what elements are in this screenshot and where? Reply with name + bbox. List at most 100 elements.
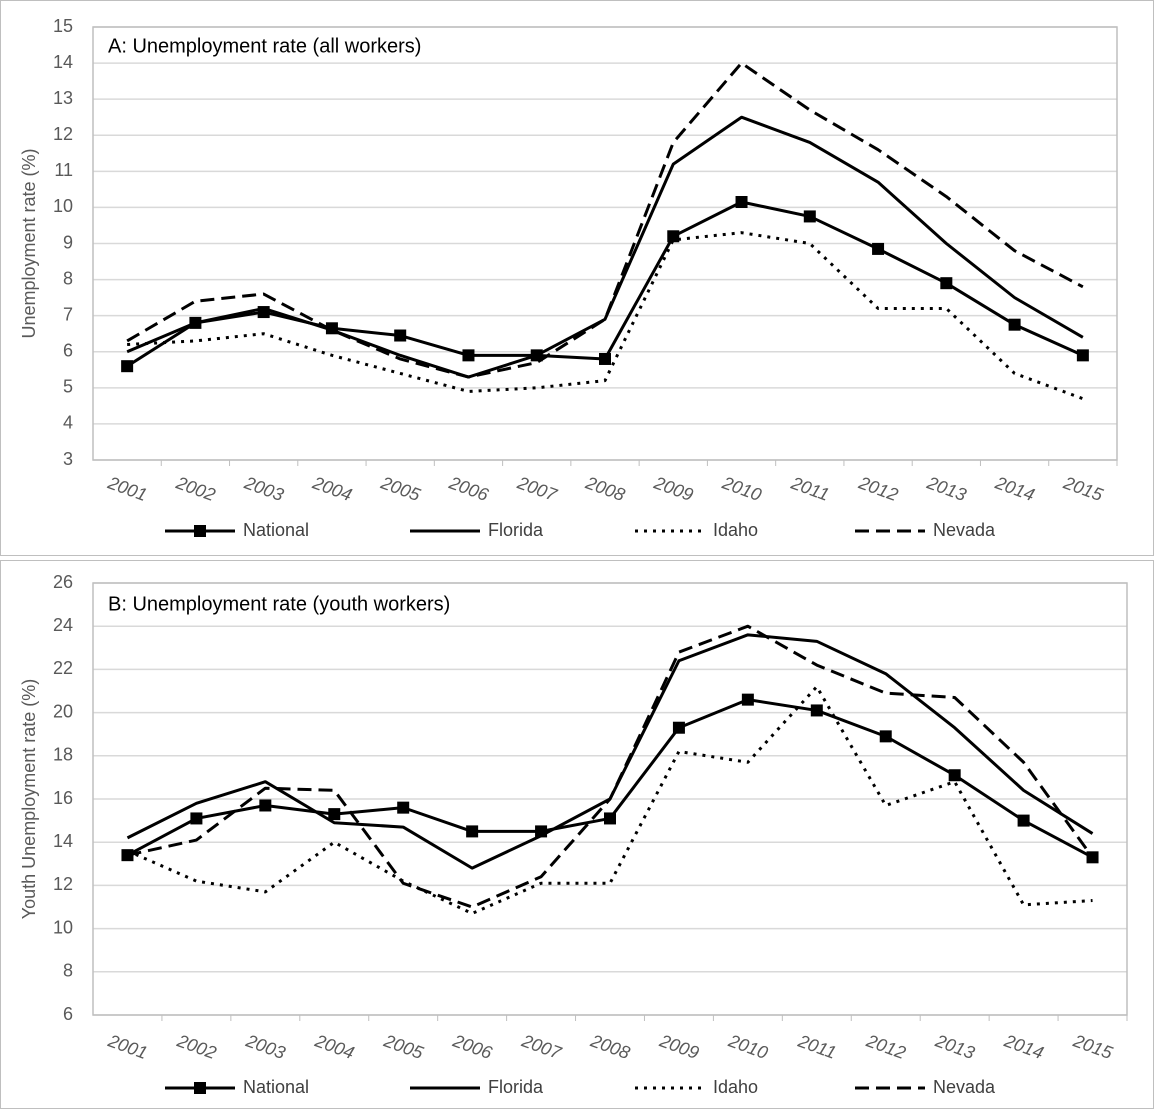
x-tick-label: 2015 xyxy=(1060,472,1106,505)
y-tick-label: 14 xyxy=(53,831,73,851)
x-tick-label: 2004 xyxy=(312,1030,357,1063)
series-line xyxy=(126,200,1084,368)
marker xyxy=(466,825,479,838)
y-axis-label: Unemployment rate (%) xyxy=(19,148,39,338)
marker xyxy=(394,329,407,342)
x-tick-label: 2007 xyxy=(518,1030,564,1063)
chart-title: A: Unemployment rate (all workers) xyxy=(108,35,421,57)
marker xyxy=(328,808,341,821)
y-tick-label: 24 xyxy=(53,615,73,635)
legend-label: National xyxy=(243,520,309,540)
y-tick-label: 8 xyxy=(63,961,73,981)
marker xyxy=(672,721,685,734)
chart-title: B: Unemployment rate (youth workers) xyxy=(108,593,450,615)
y-tick-label: 6 xyxy=(63,341,73,361)
x-tick-label: 2015 xyxy=(1070,1030,1116,1063)
marker xyxy=(1008,318,1021,331)
y-tick-label: 12 xyxy=(53,874,73,894)
legend-label: Florida xyxy=(488,1077,544,1097)
y-tick-label: 16 xyxy=(53,788,73,808)
marker xyxy=(940,277,953,290)
marker xyxy=(872,242,885,255)
y-tick-label: 14 xyxy=(53,52,73,72)
marker xyxy=(667,230,680,243)
series-line xyxy=(126,115,1084,379)
legend-label: Nevada xyxy=(933,1077,996,1097)
marker xyxy=(1076,349,1089,362)
x-tick-label: 2008 xyxy=(582,472,627,505)
y-tick-label: 9 xyxy=(63,232,73,252)
y-tick-label: 13 xyxy=(53,88,73,108)
y-tick-label: 10 xyxy=(53,196,73,216)
x-tick-label: 2007 xyxy=(514,472,560,505)
marker xyxy=(121,360,134,373)
legend-label: Idaho xyxy=(713,520,758,540)
x-tick-label: 2010 xyxy=(725,1030,770,1063)
x-tick-label: 2014 xyxy=(1001,1030,1046,1063)
legend-label: Nevada xyxy=(933,520,996,540)
y-tick-label: 4 xyxy=(63,413,73,433)
marker xyxy=(599,352,611,365)
x-tick-label: 2004 xyxy=(309,472,354,505)
x-tick-label: 2011 xyxy=(795,1030,839,1062)
marker xyxy=(190,812,203,825)
series-line xyxy=(127,231,1084,401)
series-line xyxy=(127,624,1094,909)
y-tick-label: 26 xyxy=(53,572,73,592)
x-tick-label: 2005 xyxy=(380,1030,426,1063)
panel-frame xyxy=(0,560,1154,1109)
x-tick-label: 2001 xyxy=(105,1030,150,1063)
legend-marker xyxy=(194,525,206,537)
y-tick-label: 11 xyxy=(54,160,73,180)
y-tick-label: 12 xyxy=(53,124,73,144)
marker xyxy=(462,349,475,362)
x-tick-label: 2002 xyxy=(174,1030,219,1063)
x-tick-label: 2003 xyxy=(243,1030,288,1063)
marker xyxy=(397,801,410,814)
marker xyxy=(803,210,816,223)
x-tick-label: 2013 xyxy=(924,472,969,505)
y-tick-label: 6 xyxy=(63,1004,73,1024)
x-tick-label: 2010 xyxy=(719,472,764,505)
series-line xyxy=(126,61,1084,379)
y-tick-label: 8 xyxy=(63,268,73,288)
x-tick-label: 2008 xyxy=(587,1030,632,1063)
x-tick-label: 2013 xyxy=(932,1030,977,1063)
x-tick-label: 2009 xyxy=(651,472,696,505)
plot-frame xyxy=(92,582,1128,1016)
y-tick-label: 7 xyxy=(63,304,73,324)
marker xyxy=(741,693,754,706)
series-line xyxy=(126,685,1093,915)
panel-frame xyxy=(0,0,1154,556)
plot-frame xyxy=(92,26,1118,461)
marker xyxy=(604,812,616,825)
legend-label: Florida xyxy=(488,520,544,540)
y-tick-label: 20 xyxy=(53,701,73,721)
x-tick-label: 2014 xyxy=(992,472,1037,505)
y-tick-label: 10 xyxy=(53,917,73,937)
x-tick-label: 2002 xyxy=(173,472,218,505)
legend-label: Idaho xyxy=(713,1077,758,1097)
y-tick-label: 18 xyxy=(53,745,73,765)
x-tick-label: 2006 xyxy=(449,1030,495,1063)
marker xyxy=(879,730,892,743)
y-axis-label: Youth Unemployment rate (%) xyxy=(19,679,39,919)
x-tick-label: 2009 xyxy=(656,1030,701,1063)
marker xyxy=(810,704,823,717)
y-tick-label: 15 xyxy=(53,16,73,36)
x-tick-label: 2006 xyxy=(446,472,492,505)
x-tick-label: 2011 xyxy=(788,472,832,504)
marker xyxy=(1017,814,1030,827)
y-tick-label: 5 xyxy=(63,377,73,397)
x-tick-label: 2001 xyxy=(104,472,149,505)
marker xyxy=(259,799,272,812)
x-tick-label: 2012 xyxy=(863,1030,908,1063)
y-tick-label: 22 xyxy=(53,658,73,678)
x-tick-label: 2003 xyxy=(241,472,286,505)
legend-label: National xyxy=(243,1077,309,1097)
x-tick-label: 2005 xyxy=(377,472,423,505)
marker xyxy=(948,769,961,782)
x-tick-label: 2012 xyxy=(855,472,900,505)
